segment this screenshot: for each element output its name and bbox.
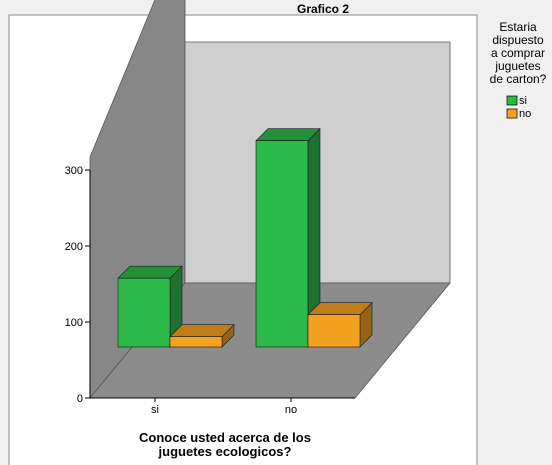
y-tick-label: 0 — [77, 393, 83, 405]
legend-title: dispuesto — [492, 33, 544, 47]
legend-title: de carton? — [490, 72, 547, 86]
legend: Estaria dispuesto a comprar juguetes de … — [490, 20, 547, 120]
legend-title: a comprar — [491, 46, 545, 60]
x-axis-title: juguetes ecologicos? — [158, 444, 292, 459]
bar-front — [255, 140, 309, 348]
bar-front — [307, 314, 361, 348]
legend-title: Estaria — [499, 20, 537, 34]
y-tick-label: 200 — [65, 241, 83, 253]
y-axis: 0 100 200 300 — [65, 165, 355, 405]
bar-front — [169, 336, 223, 348]
y-tick-label: 300 — [65, 165, 83, 177]
legend-swatch — [506, 108, 518, 119]
bar — [169, 323, 235, 348]
bars — [117, 127, 373, 348]
legend-label: no — [519, 108, 531, 120]
bar — [117, 265, 183, 348]
bar-front — [117, 277, 171, 348]
legend-title: juguetes — [494, 59, 540, 73]
category-label: no — [285, 404, 297, 416]
chart-title: Grafico 2 — [297, 2, 349, 16]
bar — [255, 127, 321, 348]
legend-swatch — [506, 95, 518, 106]
x-axis-title: Conoce usted acerca de los — [139, 430, 311, 445]
y-tick-label: 100 — [65, 317, 83, 329]
bar — [307, 301, 373, 348]
category-label: si — [151, 404, 159, 416]
legend-label: si — [519, 95, 527, 107]
